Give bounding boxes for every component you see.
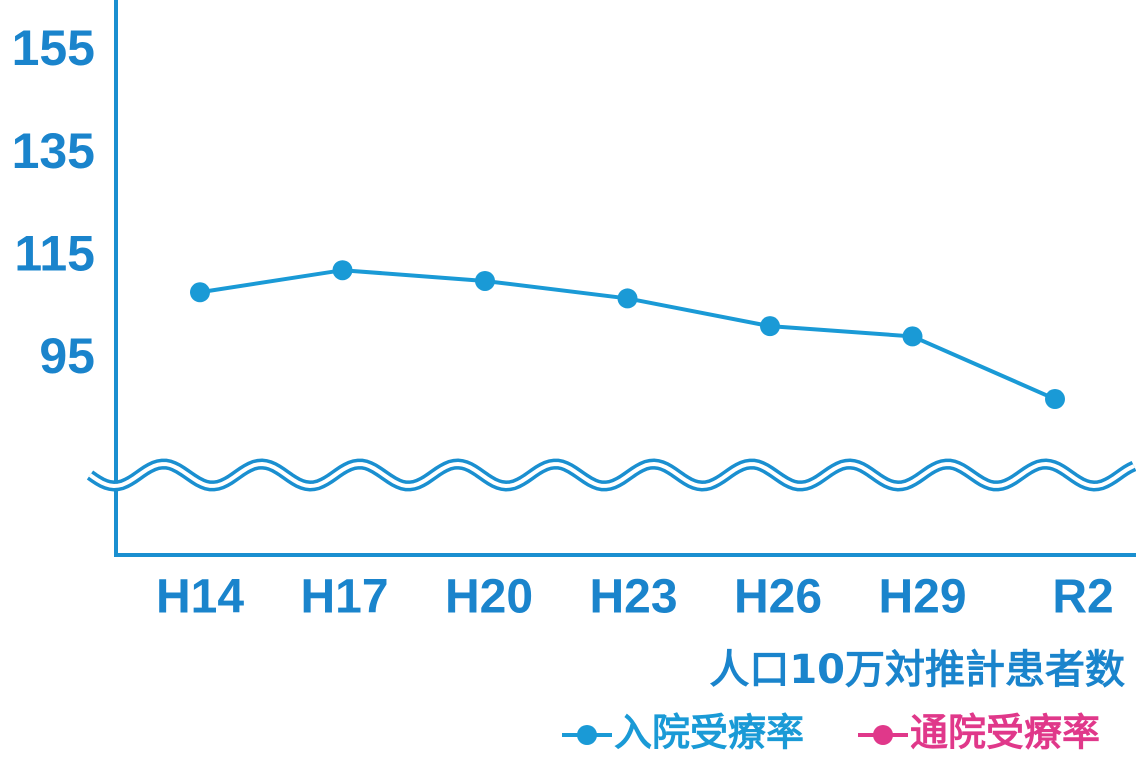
y-axis-title: 人口10万対推計患者数 [709,647,1125,693]
y-tick-label: 115 [14,226,95,282]
data-point [760,316,780,337]
x-tick-label: H17 [300,571,388,624]
x-tick-label: H29 [878,571,966,624]
axis-break-inner [88,461,1135,489]
data-point [902,326,923,347]
data-point [332,260,353,281]
legend-dot [577,725,597,745]
x-tick-label: H23 [589,571,677,624]
data-point [190,282,210,303]
legend-label: 通院受療率 [910,711,1100,755]
y-tick-label: 135 [12,123,95,179]
y-tick-label: 155 [12,20,95,76]
legend-dot [873,725,893,745]
x-tick-label: R2 [1052,571,1113,624]
data-point [1045,389,1065,410]
x-tick-label: H20 [445,571,533,624]
x-tick-label: H14 [156,571,244,624]
y-tick-label: 95 [39,328,95,384]
legend-label: 入院受療率 [614,711,804,755]
data-point [475,270,495,291]
x-tick-label: H26 [734,571,822,624]
data-point [617,288,638,309]
